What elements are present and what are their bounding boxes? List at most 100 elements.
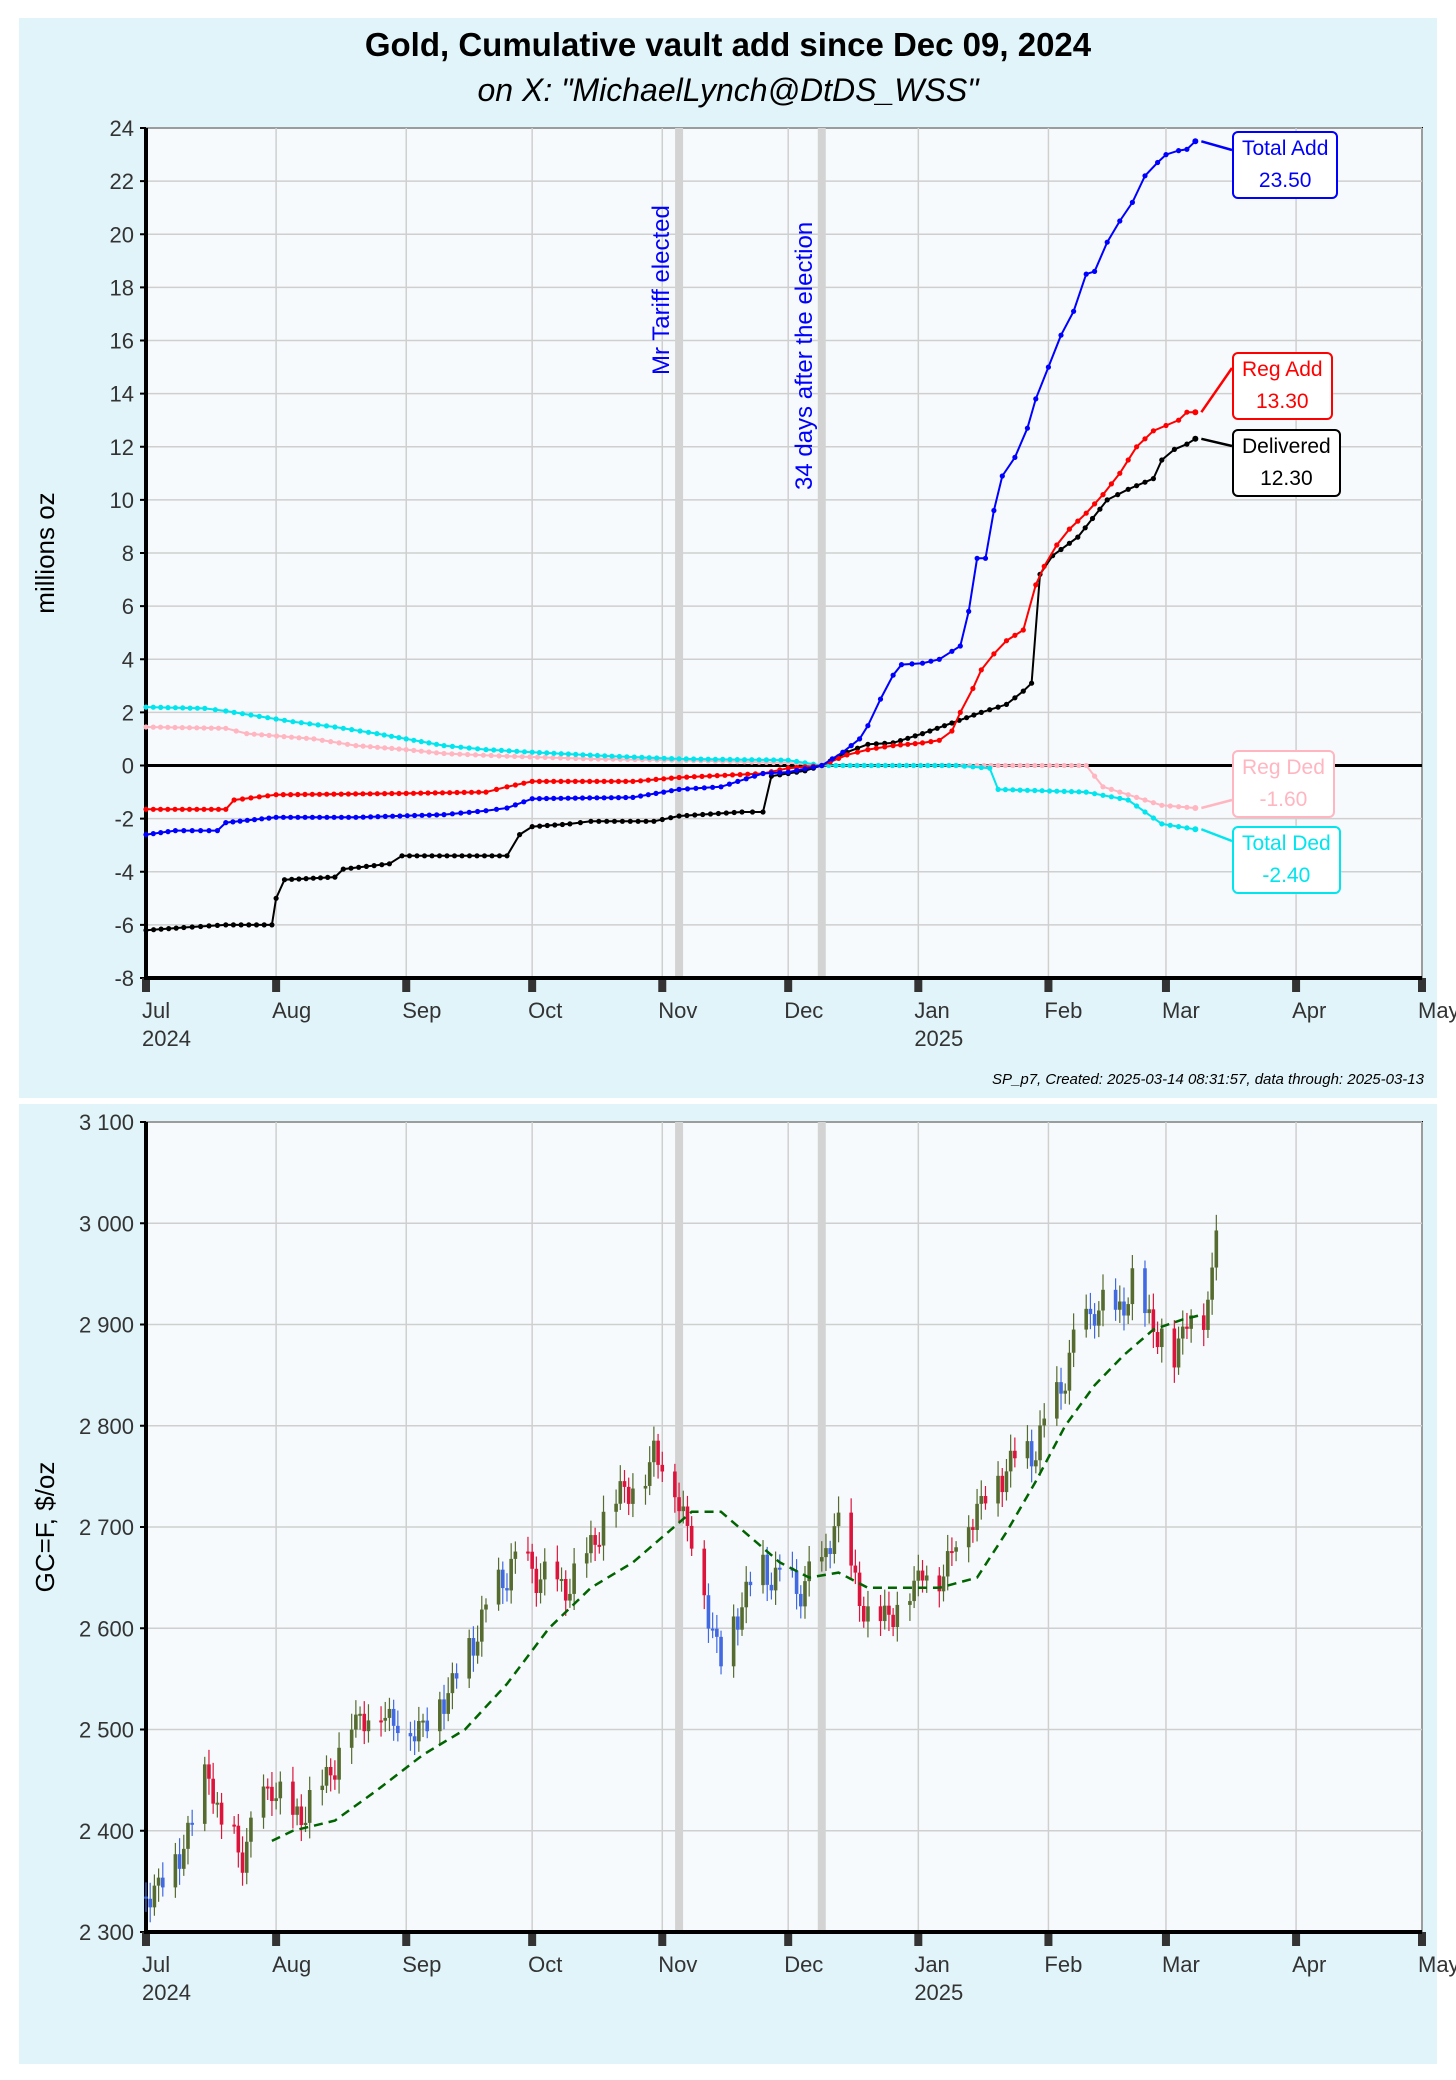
price-bar <box>979 1496 984 1504</box>
series-point-reg-add <box>873 745 879 751</box>
series-point-reg-add <box>737 772 743 778</box>
series-point-total-ded <box>256 713 262 720</box>
price-bar <box>769 1584 774 1591</box>
series-point-reg-ded <box>457 751 463 757</box>
top-tick-x <box>914 978 923 992</box>
series-point-total-ded <box>332 724 338 730</box>
price-bar <box>1151 1309 1156 1333</box>
series-point-total-add <box>206 828 212 834</box>
series-point-delivered <box>1159 457 1165 463</box>
series-point-total-ded <box>609 753 615 759</box>
series-point-reg-ded <box>172 724 178 731</box>
series-point-total-add <box>1192 138 1199 145</box>
series-point-reg-add <box>483 789 489 795</box>
price-bar <box>945 1551 950 1577</box>
series-point-delivered <box>1020 688 1026 694</box>
series-point-total-add <box>434 812 440 818</box>
series-point-reg-add <box>594 778 600 785</box>
series-point-delivered <box>317 875 324 881</box>
top-tick-label-y: 18 <box>110 275 134 300</box>
series-point-delivered <box>971 712 977 718</box>
series-point-total-ded <box>558 751 564 757</box>
legend-total-add: Total Add 23.50 <box>1232 131 1339 199</box>
top-tick-label-year: 2024 <box>142 1026 191 1051</box>
series-point-total-ded <box>150 704 156 710</box>
price-bar <box>505 1588 509 1591</box>
series-point-total-add <box>608 795 614 801</box>
bottom-tick-label-y: 2 900 <box>79 1313 134 1338</box>
price-bar <box>244 1841 249 1873</box>
series-point-delivered <box>1097 506 1103 512</box>
series-point-total-ded <box>426 740 432 746</box>
price-bar <box>530 1551 534 1569</box>
series-point-reg-ded <box>426 749 432 755</box>
legend-total-ded-value: -2.40 <box>1262 864 1311 887</box>
series-point-reg-ded <box>1039 762 1045 769</box>
price-bar <box>408 1733 413 1737</box>
series-point-total-add <box>251 817 258 823</box>
series-point-reg-add <box>722 772 728 778</box>
series-point-reg-ded <box>472 752 479 758</box>
price-bar <box>941 1576 946 1592</box>
series-point-reg-add <box>280 792 286 798</box>
series-point-delivered <box>739 809 745 815</box>
price-bar <box>307 1790 312 1823</box>
series-point-delivered <box>1029 680 1035 686</box>
series-point-reg-add <box>316 791 323 797</box>
series-point-reg-ded <box>251 731 257 737</box>
series-point-delivered <box>496 853 503 859</box>
series-point-total-add <box>710 784 716 790</box>
series-point-total-add <box>419 812 425 818</box>
series-point-reg-add <box>382 791 388 797</box>
series-point-total-ded <box>165 705 171 711</box>
series-point-total-add <box>957 643 963 649</box>
series-point-total-ded <box>307 721 313 727</box>
series-point-total-ded <box>544 750 550 756</box>
series-point-delivered <box>429 853 435 859</box>
series-point-reg-add <box>1054 542 1060 548</box>
series-point-total-add <box>594 795 600 801</box>
price-bar <box>1155 1332 1160 1348</box>
series-point-total-ded <box>978 764 984 771</box>
series-point-total-ded <box>756 757 762 763</box>
series-point-reg-add <box>1033 582 1039 588</box>
bottom-tick-label-x: Nov <box>658 1952 697 1977</box>
series-point-total-add <box>368 814 374 820</box>
series-point-delivered <box>905 735 911 741</box>
series-point-total-add <box>288 814 294 820</box>
top-tick-label-y: 12 <box>110 435 134 460</box>
price-bar <box>265 1786 270 1789</box>
series-point-reg-add <box>991 651 997 657</box>
series-point-reg-ded <box>208 725 214 731</box>
series-point-reg-add <box>653 776 659 783</box>
series-point-delivered <box>181 924 187 931</box>
price-bar <box>882 1605 887 1622</box>
series-point-total-ded <box>449 743 455 750</box>
bottom-tick-x <box>528 1932 537 1946</box>
series-point-delivered <box>348 865 354 871</box>
series-point-reg-ded <box>303 735 309 741</box>
series-point-total-ded <box>475 746 481 752</box>
series-point-total-ded <box>911 762 917 769</box>
series-point-total-ded <box>1017 787 1023 793</box>
series-point-reg-add <box>1100 492 1106 498</box>
price-bar <box>568 1593 572 1601</box>
price-bar <box>383 1717 388 1721</box>
series-point-delivered <box>189 924 195 930</box>
series-point-reg-ded <box>557 755 564 761</box>
series-point-delivered <box>854 745 861 751</box>
series-point-delivered <box>289 876 295 882</box>
series-point-delivered <box>386 861 392 867</box>
series-point-total-add <box>919 660 926 666</box>
series-point-total-add <box>928 658 934 664</box>
bottom-tick-label-x: Aug <box>272 1952 311 1977</box>
series-point-reg-ded <box>143 724 149 730</box>
series-point-delivered <box>1184 441 1190 447</box>
series-point-total-add <box>1176 148 1182 154</box>
series-point-delivered <box>444 853 450 859</box>
series-point-reg-ded <box>511 753 518 760</box>
bottom-tick-label-y: 2 400 <box>79 1819 134 1844</box>
series-point-delivered <box>230 922 236 928</box>
series-point-delivered <box>325 874 331 881</box>
price-bar <box>211 1778 215 1804</box>
